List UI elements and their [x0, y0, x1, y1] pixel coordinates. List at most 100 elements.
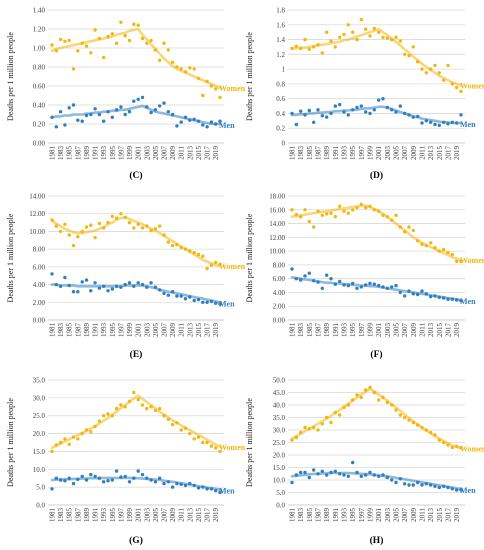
data-point-men [97, 476, 102, 480]
data-point-men [158, 476, 162, 480]
y-tick-label: 12.00 [269, 234, 285, 242]
x-tick-label: 1989 [83, 508, 91, 523]
data-point-women [140, 226, 145, 230]
x-tick-label: 2001 [135, 323, 143, 338]
data-point-men [114, 108, 119, 112]
data-point-men [299, 278, 303, 282]
data-point-men [132, 284, 136, 288]
x-tick-label: 2005 [152, 323, 160, 338]
data-point-women [97, 419, 102, 423]
trend-line-women [290, 387, 463, 450]
data-point-men [338, 102, 342, 107]
data-point-women [381, 35, 385, 39]
data-point-women [294, 44, 298, 48]
data-point-men [183, 297, 188, 301]
data-point-men [403, 294, 407, 298]
data-point-men [89, 472, 93, 477]
data-point-women [149, 405, 153, 409]
data-point-women [355, 37, 359, 42]
y-axis-label: Deaths per 1 million people [245, 213, 254, 302]
trend-line-men [50, 283, 222, 304]
data-point-men [192, 298, 196, 303]
data-point-men [123, 112, 127, 117]
data-point-men [329, 277, 333, 281]
data-point-women [201, 254, 205, 258]
x-tick-label: 1993 [100, 323, 108, 338]
data-point-women [175, 243, 179, 247]
x-tick-label: 1981 [289, 146, 297, 161]
x-tick-label: 1999 [367, 146, 375, 161]
data-point-women [102, 414, 106, 418]
x-tick-label: 2019 [453, 146, 461, 161]
data-point-women [338, 35, 342, 39]
data-point-women [450, 252, 454, 257]
x-tick-label: 2001 [135, 508, 143, 523]
data-point-men [84, 478, 89, 482]
data-point-women [411, 228, 415, 233]
data-point-men [97, 286, 102, 290]
x-tick-label: 2005 [152, 508, 160, 523]
y-tick-label: 45.0 [273, 389, 286, 397]
y-tick-label: 0.0 [36, 502, 45, 510]
data-point-women [89, 223, 93, 227]
data-point-men [364, 110, 368, 114]
data-point-men [110, 478, 115, 482]
data-point-women [67, 38, 71, 43]
data-point-men [424, 292, 428, 296]
data-point-men [205, 125, 209, 129]
data-point-women [196, 76, 201, 81]
data-point-women [93, 424, 97, 429]
series-label-women: Women [219, 262, 246, 271]
data-point-men [214, 489, 218, 493]
data-point-women [188, 431, 192, 436]
data-point-men [80, 119, 84, 123]
data-point-men [316, 108, 320, 112]
data-point-women [145, 41, 149, 45]
data-point-men [338, 279, 342, 284]
data-point-women [325, 415, 329, 420]
data-point-men [76, 290, 80, 294]
x-tick-label: 2013 [427, 323, 435, 338]
x-tick-label: 2011 [178, 146, 186, 160]
data-point-men [170, 112, 175, 117]
data-point-men [58, 478, 63, 482]
x-tick-label: 1985 [306, 508, 314, 523]
data-point-women [424, 71, 428, 75]
data-point-men [119, 285, 123, 289]
y-tick-label: 10.00 [29, 228, 45, 236]
x-tick-label: 1989 [323, 508, 331, 523]
data-point-women [58, 440, 63, 445]
x-tick-label: 2015 [195, 323, 203, 338]
trend-line-women [50, 394, 222, 450]
data-point-men [63, 275, 67, 280]
data-point-men [158, 288, 162, 292]
x-tick-label: 1985 [306, 146, 314, 161]
data-point-men [188, 481, 192, 486]
data-point-women [459, 445, 463, 450]
x-tick-label: 2011 [178, 508, 186, 522]
data-point-women [170, 60, 175, 64]
data-point-men [50, 115, 54, 120]
data-point-women [175, 65, 179, 69]
data-point-men [290, 480, 294, 485]
x-tick-label: 1993 [341, 146, 349, 161]
x-tick-label: 1999 [126, 323, 134, 338]
data-point-women [385, 36, 389, 40]
data-point-women [320, 51, 324, 55]
data-point-men [201, 300, 205, 304]
data-point-women [346, 403, 350, 407]
data-point-women [316, 428, 320, 432]
x-tick-label: 2017 [445, 146, 453, 161]
trend-line-men [50, 476, 222, 491]
data-point-men [80, 474, 84, 479]
data-point-men [214, 122, 218, 126]
data-point-women [119, 403, 123, 407]
x-tick-label: 2003 [384, 146, 392, 161]
data-point-men [97, 112, 102, 117]
data-point-women [364, 206, 368, 210]
x-tick-label: 1997 [358, 146, 366, 161]
x-tick-label: 1989 [83, 146, 91, 161]
y-tick-label: 35.0 [273, 414, 286, 422]
data-point-men [433, 122, 437, 127]
data-point-women [149, 38, 153, 43]
